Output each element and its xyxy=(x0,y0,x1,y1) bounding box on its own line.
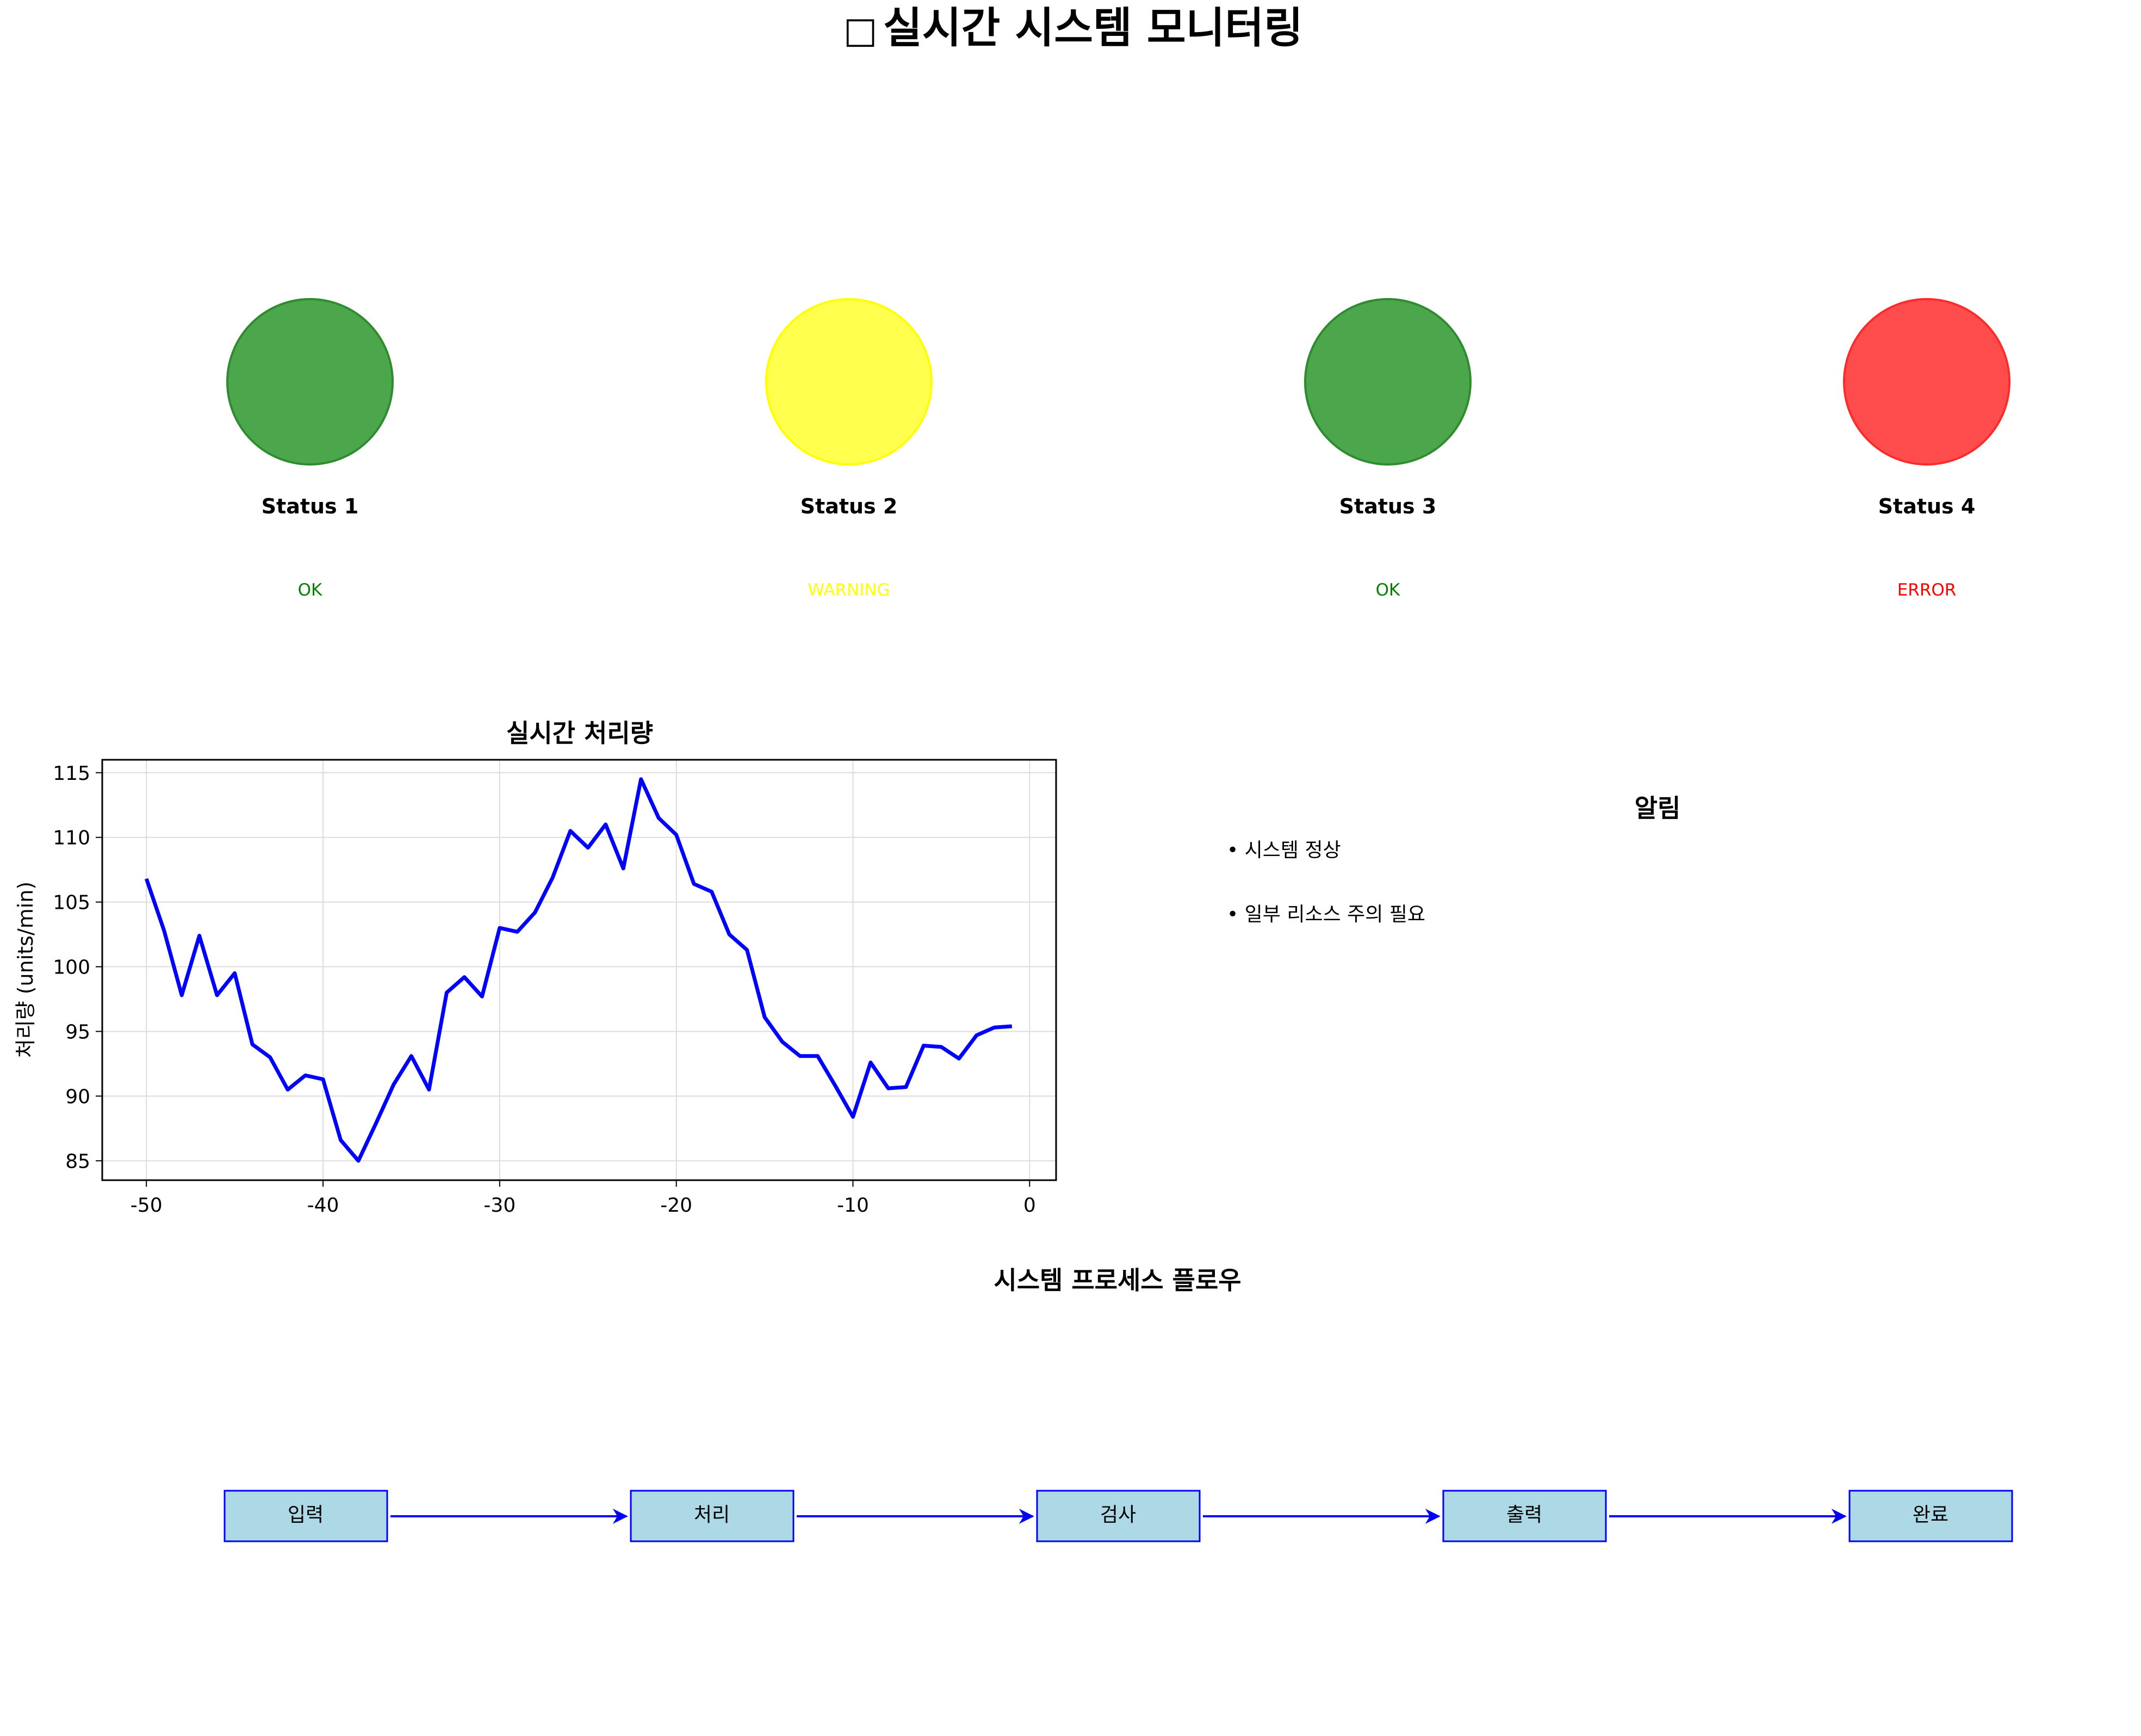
status-3-state: OK xyxy=(1376,580,1400,600)
flow-step-1-box xyxy=(224,1490,388,1542)
chart-title: 실시간 처리량 xyxy=(506,718,653,748)
x-tick-label: -40 xyxy=(307,1194,339,1217)
flow-step-4: 출력 xyxy=(1442,1490,1607,1542)
plot-frame xyxy=(101,759,1057,1181)
title-icon: □ xyxy=(843,9,877,51)
y-tick-label: 95 xyxy=(65,1021,90,1043)
flow-step-2-label: 처리 xyxy=(694,1504,730,1526)
flow-step-3-box xyxy=(1036,1490,1201,1542)
flow-step-3: 검사 xyxy=(1036,1490,1201,1542)
y-tick-label: 115 xyxy=(53,762,90,785)
status-item-4: Status 4 ERROR xyxy=(1843,298,2010,600)
x-tick-label: -10 xyxy=(837,1194,869,1217)
y-tick-label: 110 xyxy=(53,827,90,850)
status-4-label: Status 4 xyxy=(1878,494,1976,518)
flow-step-2: 처리 xyxy=(630,1490,795,1542)
status-item-3: Status 3 OK xyxy=(1304,298,1472,600)
x-axis: -50 -40 -30 -20 -10 0 xyxy=(131,1180,1036,1217)
status-item-1: Status 1 OK xyxy=(226,298,394,600)
flow-step-5-label: 완료 xyxy=(1913,1504,1948,1526)
flow-step-2-box xyxy=(630,1490,795,1542)
flow-title: 시스템 프로세스 플로우 xyxy=(994,1266,1241,1295)
throughput-line xyxy=(144,777,1013,1163)
alert-item-2: • 일부 리소스 주의 필요 xyxy=(1227,903,1425,926)
status-2-label: Status 2 xyxy=(800,494,898,518)
throughput-chart: 실시간 처리량 -50 -40 -30 -20 -10 0 85 90 95 100 105 110… xyxy=(14,718,1057,1217)
chart-grid xyxy=(102,760,1056,1180)
status-panel: Status 1 OK Status 2 WARNING Status 3 OK… xyxy=(226,298,2010,600)
alerts-title: 알림 xyxy=(1635,793,1681,823)
x-tick-label: 0 xyxy=(1023,1194,1036,1217)
page-title-text: 실시간 시스템 모니터링 xyxy=(883,4,1303,53)
y-tick-label: 100 xyxy=(53,957,90,979)
status-4-state: ERROR xyxy=(1897,580,1957,600)
status-2-state: WARNING xyxy=(808,580,890,600)
status-item-2: Status 2 WARNING xyxy=(765,298,933,600)
status-1-light xyxy=(226,298,394,466)
flow-step-1: 입력 xyxy=(224,1490,388,1542)
y-axis-label: 처리량 (units/min) xyxy=(14,882,38,1058)
process-flow: 시스템 프로세스 플로우 입력 처리 검사 출력 완료 xyxy=(224,1266,2013,1542)
x-tick-label: -20 xyxy=(660,1194,692,1217)
flow-step-4-box xyxy=(1442,1490,1607,1542)
y-axis: 85 90 95 100 105 110 115 xyxy=(53,762,102,1173)
alerts-panel: 알림 • 시스템 정상 • 일부 리소스 주의 필요 xyxy=(1227,793,1680,926)
alert-item-1: • 시스템 정상 xyxy=(1227,839,1341,861)
flow-step-5: 완료 xyxy=(1848,1490,2013,1542)
y-tick-label: 85 xyxy=(65,1150,90,1173)
flow-step-5-box xyxy=(1848,1490,2013,1542)
status-3-label: Status 3 xyxy=(1339,494,1437,518)
x-tick-label: -50 xyxy=(131,1194,163,1217)
x-tick-label: -30 xyxy=(483,1194,516,1217)
flow-step-4-label: 출력 xyxy=(1506,1504,1542,1526)
status-1-label: Status 1 xyxy=(262,494,359,518)
flow-step-1-label: 입력 xyxy=(288,1504,324,1526)
y-tick-label: 105 xyxy=(53,892,90,914)
flow-step-3-label: 검사 xyxy=(1100,1504,1136,1526)
status-2-light xyxy=(765,298,933,466)
status-4-light xyxy=(1843,298,2010,466)
status-3-light xyxy=(1304,298,1472,466)
status-1-state: OK xyxy=(298,580,322,600)
y-tick-label: 90 xyxy=(65,1086,90,1108)
page-title: □ 실시간 시스템 모니터링 xyxy=(843,4,1303,53)
